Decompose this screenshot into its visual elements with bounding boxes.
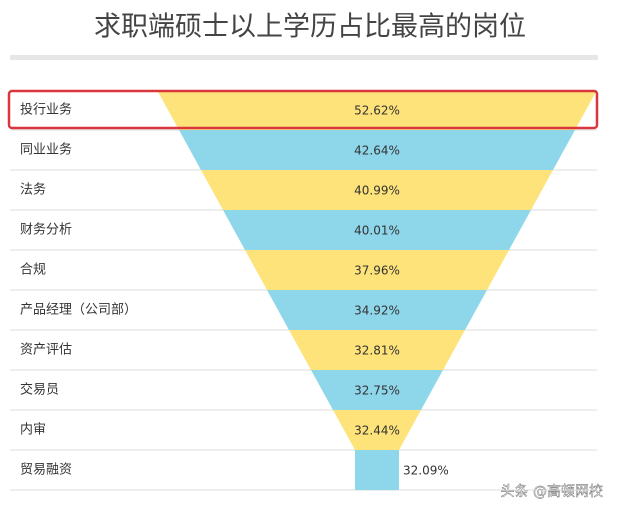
value-label: 32.75% — [354, 384, 400, 398]
category-label: 同业业务 — [20, 142, 72, 158]
value-label: 34.92% — [354, 304, 400, 318]
funnel-segment — [179, 130, 575, 170]
funnel-segment — [245, 250, 509, 290]
category-label: 合规 — [20, 263, 46, 278]
category-label: 投行业务 — [20, 102, 72, 118]
funnel-segment — [311, 370, 443, 410]
title-underline — [10, 55, 598, 60]
value-label: 40.99% — [354, 184, 400, 198]
funnel-segment — [201, 170, 553, 210]
funnel-segment — [289, 330, 465, 370]
value-label: 32.44% — [354, 424, 400, 438]
category-label: 财务分析 — [20, 222, 72, 238]
highlight-box — [7, 89, 599, 130]
value-label: 32.09% — [403, 464, 449, 478]
category-label: 交易员 — [20, 382, 59, 398]
value-label: 52.62% — [354, 104, 400, 118]
category-label: 贸易融资 — [20, 463, 72, 478]
funnel-segment — [333, 410, 421, 450]
category-label: 内审 — [20, 422, 46, 438]
value-label: 42.64% — [354, 144, 400, 158]
category-label: 法务 — [20, 182, 46, 198]
funnel-segment — [223, 210, 531, 250]
funnel-segment — [355, 450, 399, 490]
category-label: 产品经理（公司部） — [20, 303, 137, 318]
funnel-segment — [157, 90, 597, 130]
value-label: 40.01% — [354, 224, 400, 238]
funnel-segment — [267, 290, 487, 330]
watermark: 头条 @高顿网校 — [501, 483, 603, 500]
value-label: 32.81% — [354, 344, 400, 358]
value-label: 37.96% — [354, 264, 400, 278]
category-label: 资产评估 — [20, 343, 72, 358]
chart-title: 求职端硕士以上学历占比最高的岗位 — [94, 12, 526, 43]
